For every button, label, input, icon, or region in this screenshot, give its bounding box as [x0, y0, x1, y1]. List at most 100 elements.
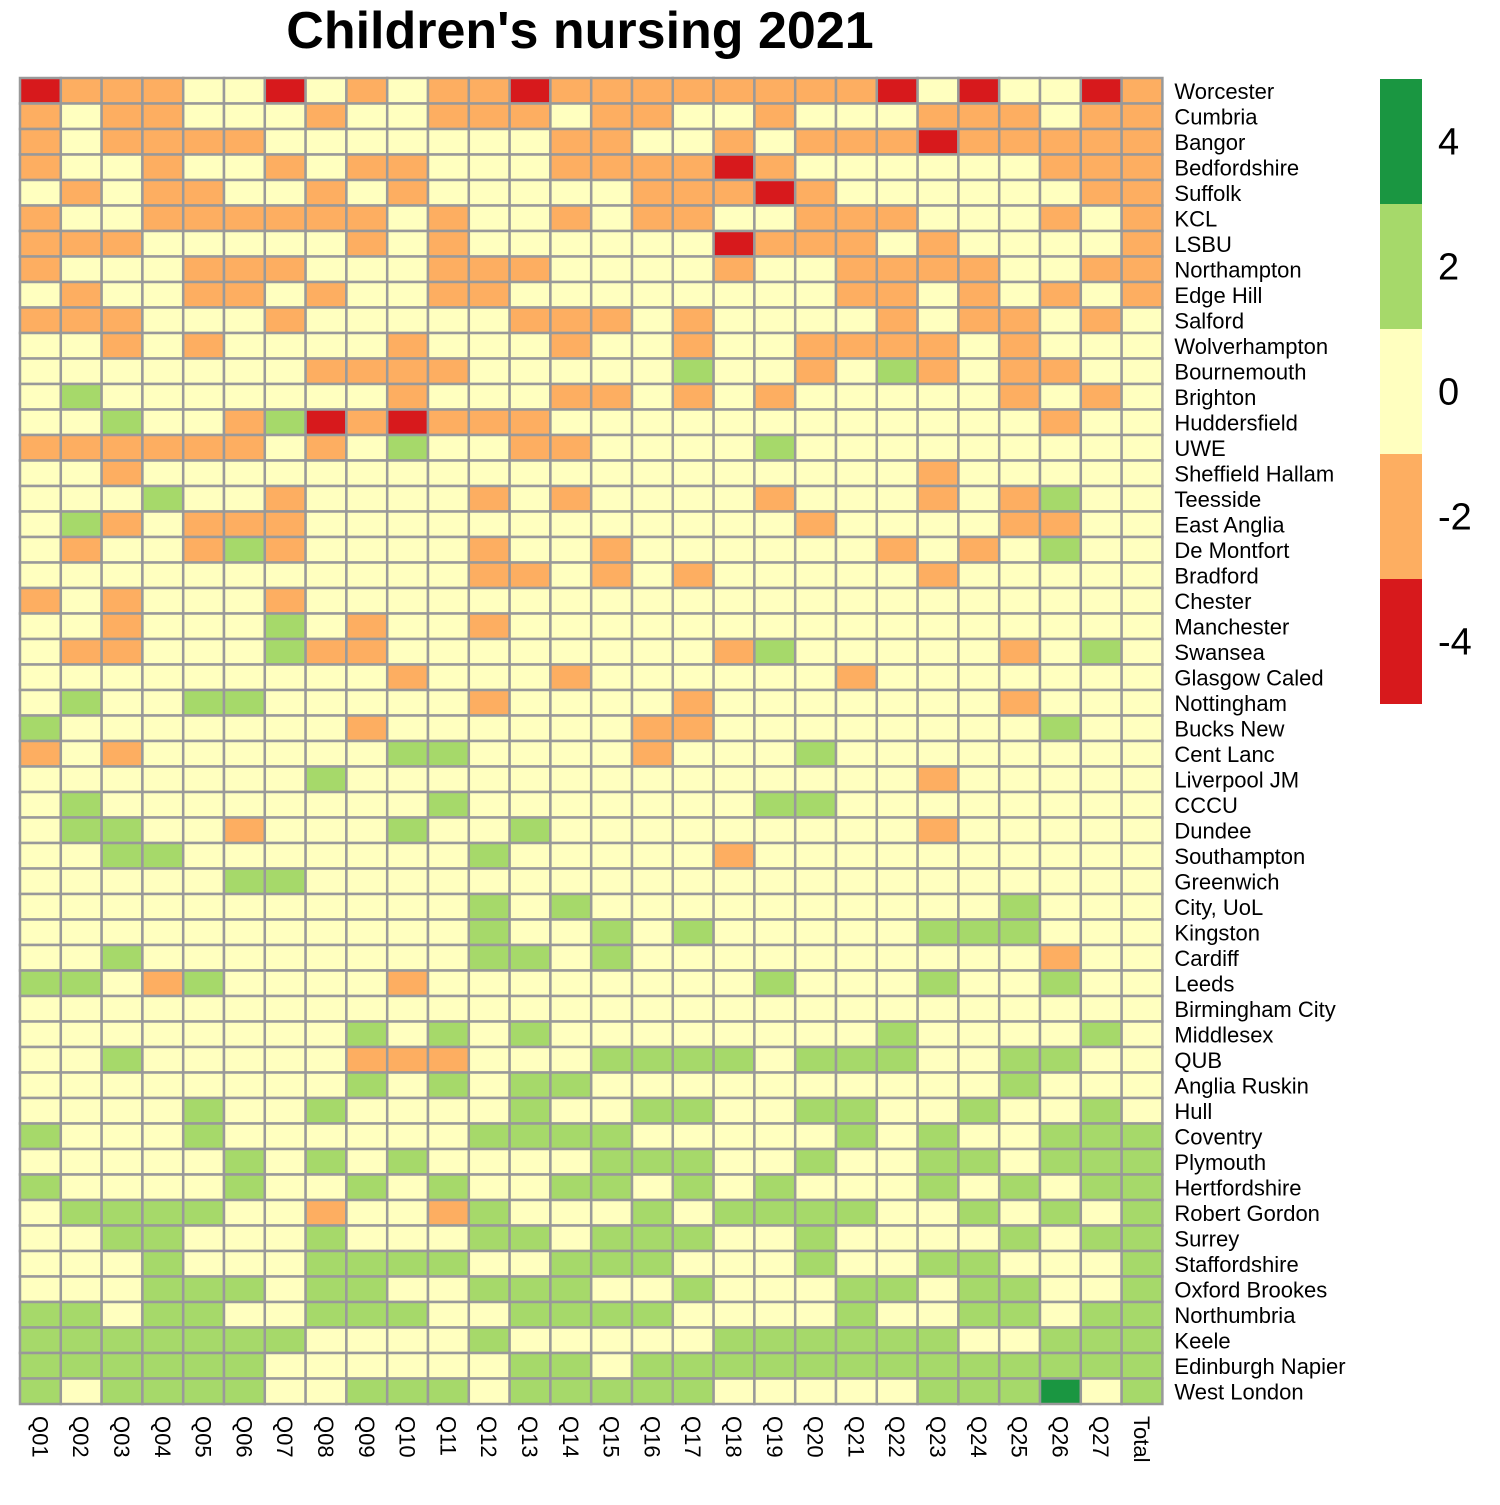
heatmap-cell	[549, 969, 593, 998]
heatmap-cell	[875, 867, 919, 896]
heatmap-cell	[549, 484, 593, 513]
heatmap-cell	[304, 1377, 348, 1406]
heatmap-cell	[834, 1122, 879, 1151]
heatmap-cell	[1038, 484, 1083, 513]
heatmap-cell	[916, 1173, 960, 1202]
heatmap-cell	[712, 943, 756, 972]
row-label: Southampton	[1174, 844, 1305, 869]
heatmap-cell	[630, 331, 675, 360]
heatmap-cell	[508, 127, 552, 156]
heatmap-cell	[712, 1020, 756, 1049]
heatmap-cell	[875, 510, 919, 539]
heatmap-cell	[1120, 816, 1164, 845]
heatmap-cell	[1079, 178, 1123, 207]
heatmap-cell	[793, 127, 838, 156]
heatmap-cell	[345, 306, 389, 335]
heatmap-cell	[141, 892, 185, 921]
heatmap-cell	[345, 841, 389, 870]
heatmap-cell	[18, 688, 63, 717]
heatmap-cell	[589, 382, 634, 411]
heatmap-cell	[549, 663, 593, 692]
heatmap-cell	[793, 1300, 838, 1329]
row-label: Keele	[1174, 1328, 1230, 1353]
heatmap-cell	[712, 331, 756, 360]
heatmap-cell	[630, 204, 675, 233]
heatmap-cell	[385, 586, 430, 615]
heatmap-cell	[59, 459, 103, 488]
heatmap-cell	[671, 586, 715, 615]
heatmap-cell	[589, 1377, 634, 1406]
heatmap-cell	[916, 484, 960, 513]
heatmap-cell	[181, 382, 226, 411]
heatmap-cell	[385, 765, 430, 794]
heatmap-cell	[630, 1377, 675, 1406]
heatmap-cell	[59, 306, 103, 335]
heatmap-cell	[467, 178, 511, 207]
heatmap-cell	[59, 382, 103, 411]
heatmap-cell	[345, 1377, 389, 1406]
heatmap-cell	[834, 1326, 879, 1355]
heatmap-cell	[549, 561, 593, 590]
heatmap-cell	[345, 229, 389, 258]
heatmap-cell	[263, 204, 307, 233]
heatmap-cell	[18, 535, 63, 564]
heatmap-cell	[630, 153, 675, 182]
heatmap-cell	[753, 1377, 797, 1406]
heatmap-cell	[589, 1020, 634, 1049]
heatmap-cell	[100, 484, 144, 513]
row-label: Hull	[1174, 1099, 1212, 1124]
heatmap-cell	[1120, 918, 1164, 947]
heatmap-cell	[1038, 510, 1083, 539]
heatmap-cell	[467, 637, 511, 666]
heatmap-cell	[385, 943, 430, 972]
heatmap-cell	[18, 1122, 63, 1151]
heatmap-cell	[59, 76, 103, 105]
heatmap-cell	[834, 306, 879, 335]
heatmap-cell	[875, 357, 919, 386]
heatmap-cell	[753, 1020, 797, 1049]
heatmap-cell	[1038, 1045, 1083, 1074]
heatmap-cell	[100, 1045, 144, 1074]
heatmap-cell	[100, 892, 144, 921]
heatmap-cell	[671, 1377, 715, 1406]
heatmap-cell	[916, 739, 960, 768]
heatmap-cell	[916, 357, 960, 386]
heatmap-cell	[997, 306, 1042, 335]
heatmap-cell	[712, 918, 756, 947]
heatmap-cell	[630, 76, 675, 105]
heatmap-cell	[671, 790, 715, 819]
heatmap-cell	[304, 408, 348, 437]
heatmap-cell	[1120, 994, 1164, 1023]
heatmap-cell	[1079, 1249, 1123, 1278]
heatmap-cell	[100, 637, 144, 666]
heatmap-cell	[345, 204, 389, 233]
heatmap-cell	[589, 969, 634, 998]
heatmap-cell	[753, 255, 797, 284]
heatmap-cell	[508, 586, 552, 615]
heatmap-cell	[589, 280, 634, 309]
heatmap-cell	[834, 1249, 879, 1278]
heatmap-cell	[671, 408, 715, 437]
heatmap-cell	[59, 765, 103, 794]
heatmap-cell	[875, 306, 919, 335]
heatmap-cell	[1120, 1173, 1164, 1202]
heatmap-cell	[712, 178, 756, 207]
heatmap-cell	[957, 1377, 1001, 1406]
heatmap-cell	[141, 994, 185, 1023]
heatmap-cell	[345, 1020, 389, 1049]
heatmap-cell	[549, 714, 593, 743]
heatmap-cell	[549, 612, 593, 641]
heatmap-cell	[18, 1275, 63, 1304]
heatmap-cell	[712, 1198, 756, 1227]
heatmap-cell	[1038, 1326, 1083, 1355]
heatmap-cell	[957, 994, 1001, 1023]
heatmap-cell	[345, 1326, 389, 1355]
heatmap-cell	[304, 229, 348, 258]
heatmap-cell	[385, 1122, 430, 1151]
heatmap-cell	[304, 153, 348, 182]
heatmap-cell	[263, 76, 307, 105]
heatmap-cell	[385, 637, 430, 666]
heatmap-cell	[916, 510, 960, 539]
heatmap-cell	[18, 433, 63, 462]
heatmap-cell	[508, 994, 552, 1023]
